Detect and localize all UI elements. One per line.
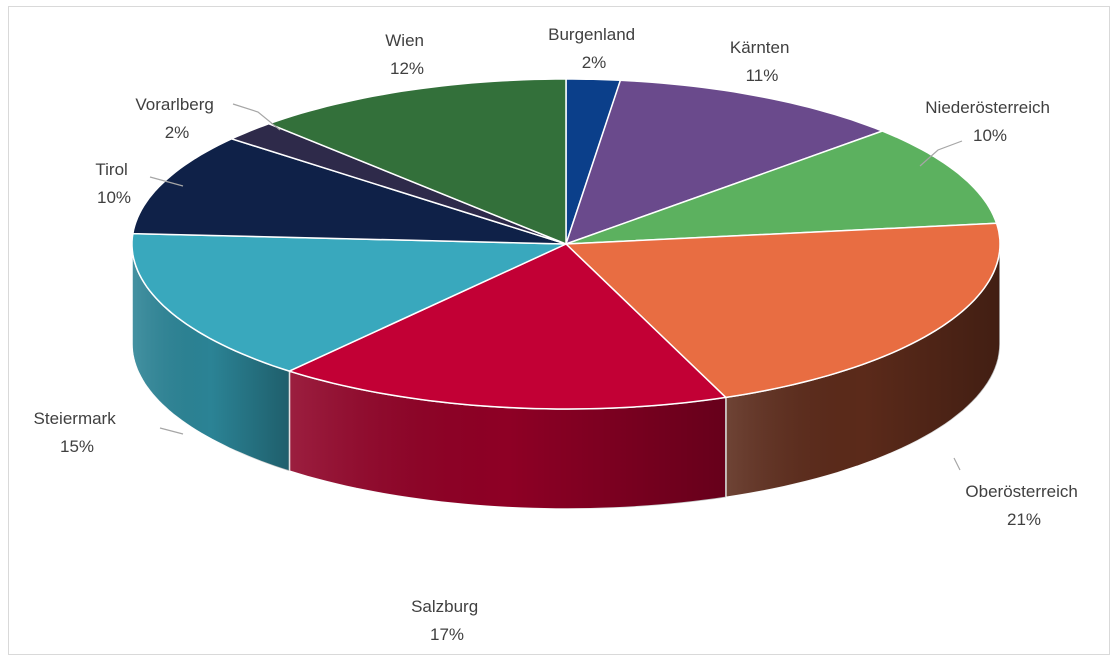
leader-line-oberoesterreich bbox=[953, 457, 961, 471]
slice-name-tirol: Tirol bbox=[95, 160, 127, 179]
slice-label-salzburg: Salzburg 17% bbox=[411, 597, 483, 644]
slice-label-burgenland: Burgenland 2% bbox=[548, 25, 640, 72]
leader-line-steiermark bbox=[159, 427, 184, 435]
slice-name-burgenland: Burgenland bbox=[548, 25, 635, 44]
slice-label-niederoesterreich: Niederösterreich 10% bbox=[925, 98, 1054, 145]
slice-side-shading-steiermark bbox=[132, 244, 290, 472]
slice-name-steiermark: Steiermark bbox=[34, 409, 117, 428]
slice-label-tirol: Tirol 10% bbox=[95, 160, 132, 207]
leader-line-niederoesterreich bbox=[919, 140, 963, 167]
pie-slices bbox=[131, 78, 1001, 410]
data-labels: Burgenland 2% Kärnten 11% Niederösterrei… bbox=[34, 25, 1082, 644]
slice-side-shading-oberoesterreich bbox=[725, 244, 1000, 498]
slice-name-kaernten: Kärnten bbox=[730, 38, 790, 57]
slice-name-salzburg: Salzburg bbox=[411, 597, 478, 616]
slice-value-burgenland: 2% bbox=[582, 53, 607, 72]
slice-label-wien: Wien 12% bbox=[385, 31, 428, 78]
slice-value-oberoesterreich: 21% bbox=[1007, 510, 1041, 529]
slice-value-tirol: 10% bbox=[97, 188, 131, 207]
leader-lines bbox=[149, 103, 963, 471]
slice-kaernten bbox=[565, 79, 884, 245]
slice-side-shading-salzburg bbox=[289, 371, 726, 509]
slice-label-kaernten: Kärnten 11% bbox=[730, 38, 794, 85]
leader-line-tirol bbox=[149, 176, 184, 187]
slice-name-wien: Wien bbox=[385, 31, 424, 50]
slice-value-steiermark: 15% bbox=[60, 437, 94, 456]
slice-wien bbox=[268, 78, 567, 245]
slice-label-steiermark: Steiermark 15% bbox=[34, 409, 121, 456]
slice-value-vorarlberg: 2% bbox=[165, 123, 190, 142]
slice-name-vorarlberg: Vorarlberg bbox=[135, 95, 213, 114]
slice-niederoesterreich bbox=[565, 130, 998, 245]
slice-label-oberoesterreich: Oberösterreich 21% bbox=[965, 482, 1082, 529]
slice-value-salzburg: 17% bbox=[430, 625, 464, 644]
slice-tirol bbox=[132, 138, 567, 245]
slice-value-wien: 12% bbox=[390, 59, 424, 78]
slice-vorarlberg bbox=[230, 122, 567, 245]
slice-name-niederoesterreich: Niederösterreich bbox=[925, 98, 1050, 117]
slice-oberoesterreich bbox=[565, 222, 1001, 399]
slice-name-oberoesterreich: Oberösterreich bbox=[965, 482, 1077, 501]
slice-salzburg bbox=[288, 243, 727, 410]
slice-value-niederoesterreich: 10% bbox=[973, 126, 1007, 145]
slice-label-vorarlberg: Vorarlberg 2% bbox=[135, 95, 218, 142]
leader-line-vorarlberg bbox=[232, 103, 281, 131]
slice-steiermark bbox=[131, 232, 567, 372]
slice-value-kaernten: 11% bbox=[746, 66, 779, 85]
